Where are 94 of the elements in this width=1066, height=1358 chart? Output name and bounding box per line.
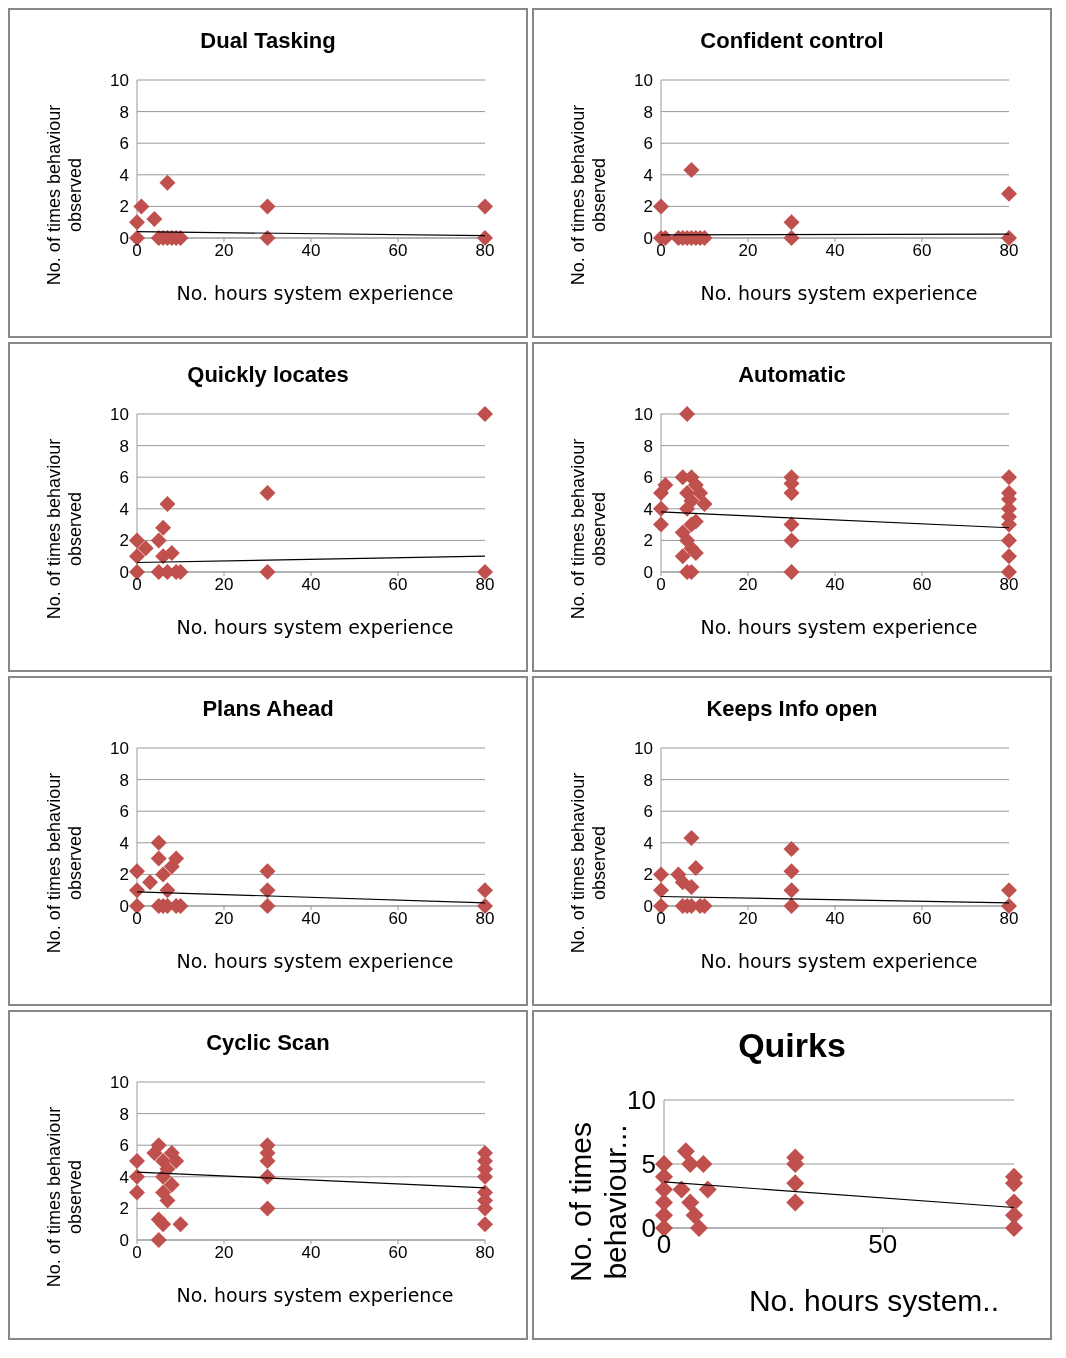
y-tick-label: 2 <box>643 865 653 885</box>
y-tick-label: 10 <box>110 739 129 759</box>
y-tick-label: 6 <box>119 134 129 154</box>
x-axis-title: No. hours system.. <box>747 1284 1001 1318</box>
y-tick-label: 4 <box>643 165 653 185</box>
x-tick-label: 80 <box>999 241 1019 261</box>
x-axis-title: No. hours system experience <box>175 282 455 304</box>
x-tick-label: 20 <box>738 575 758 595</box>
x-tick-label: 60 <box>388 575 408 595</box>
y-tick-label: 2 <box>119 197 129 217</box>
y-tick-label: 8 <box>119 436 129 456</box>
x-tick-label: 40 <box>825 575 845 595</box>
y-tick-label: 4 <box>119 165 129 185</box>
y-tick-label: 6 <box>119 1136 129 1156</box>
x-axis-title: No. hours system experience <box>175 1284 455 1306</box>
chart-title: Dual Tasking <box>199 28 337 55</box>
x-tick-label: 20 <box>738 909 758 929</box>
x-tick-label: 40 <box>301 241 321 261</box>
y-tick-label: 2 <box>119 1199 129 1219</box>
y-tick-label: 4 <box>119 833 129 853</box>
x-tick-label: 60 <box>912 575 932 595</box>
x-tick-label: 60 <box>388 1243 408 1263</box>
x-tick-label: 0 <box>132 575 142 595</box>
chart-title: Cyclic Scan <box>205 1030 331 1057</box>
y-axis-title: No. of times behaviour observed <box>568 103 610 288</box>
x-tick-label: 40 <box>301 1243 321 1263</box>
y-tick-label: 10 <box>110 71 129 91</box>
x-tick-label: 80 <box>475 1243 495 1263</box>
x-tick-label: 80 <box>475 575 495 595</box>
y-tick-label: 6 <box>119 802 129 822</box>
x-tick-label: 40 <box>825 909 845 929</box>
x-axis-title: No. hours system experience <box>699 282 979 304</box>
y-axis-title: No. of times behaviour observed <box>44 1105 86 1290</box>
y-tick-label: 10 <box>634 405 653 425</box>
chart-title: Plans Ahead <box>201 696 335 723</box>
x-tick-label: 40 <box>301 575 321 595</box>
y-axis-title: No. of times behaviour observed <box>44 437 86 622</box>
x-tick-label: 0 <box>132 909 142 929</box>
x-tick-label: 50 <box>868 1229 898 1260</box>
chart-title: Automatic <box>737 362 847 389</box>
chart-title: Quickly locates <box>186 362 350 389</box>
x-axis-title: No. hours system experience <box>175 950 455 972</box>
x-axis-title: No. hours system experience <box>699 950 979 972</box>
y-tick-label: 6 <box>643 134 653 154</box>
y-tick-label: 10 <box>634 739 653 759</box>
y-tick-label: 4 <box>643 833 653 853</box>
y-tick-label: 8 <box>119 1104 129 1124</box>
y-axis-title: No. of times behaviour observed <box>44 771 86 956</box>
y-tick-label: 8 <box>643 102 653 122</box>
chart-title: Confident control <box>699 28 885 55</box>
y-tick-label: 10 <box>110 1073 129 1093</box>
y-tick-label: 5 <box>641 1149 656 1180</box>
x-tick-label: 60 <box>912 241 932 261</box>
y-tick-label: 6 <box>643 802 653 822</box>
y-tick-label: 4 <box>643 499 653 519</box>
y-axis-title: No. of times behaviour... <box>564 1121 632 1283</box>
y-axis-title: No. of times behaviour observed <box>568 771 610 956</box>
y-tick-label: 2 <box>643 531 653 551</box>
x-tick-label: 80 <box>999 909 1019 929</box>
x-axis-title: No. hours system experience <box>699 616 979 638</box>
x-tick-label: 20 <box>214 241 234 261</box>
y-tick-label: 8 <box>119 770 129 790</box>
x-tick-label: 60 <box>912 909 932 929</box>
y-axis-title: No. of times behaviour observed <box>44 103 86 288</box>
x-tick-label: 60 <box>388 241 408 261</box>
y-axis-title: No. of times behaviour observed <box>568 437 610 622</box>
y-tick-label: 10 <box>110 405 129 425</box>
x-tick-label: 40 <box>301 909 321 929</box>
y-tick-label: 8 <box>643 770 653 790</box>
x-tick-label: 60 <box>388 909 408 929</box>
y-tick-label: 2 <box>119 531 129 551</box>
y-tick-label: 6 <box>119 468 129 488</box>
chart-title: Keeps Info open <box>705 696 879 723</box>
x-tick-label: 80 <box>475 241 495 261</box>
x-tick-label: 20 <box>214 575 234 595</box>
x-tick-label: 20 <box>738 241 758 261</box>
x-tick-label: 80 <box>999 575 1019 595</box>
y-tick-label: 2 <box>119 865 129 885</box>
y-tick-label: 8 <box>643 436 653 456</box>
x-tick-label: 40 <box>825 241 845 261</box>
y-tick-label: 4 <box>119 1167 129 1187</box>
x-tick-label: 20 <box>214 909 234 929</box>
x-tick-label: 0 <box>132 241 142 261</box>
y-tick-label: 10 <box>627 1085 656 1116</box>
y-tick-label: 10 <box>634 71 653 91</box>
x-tick-label: 0 <box>132 1243 142 1263</box>
x-tick-label: 20 <box>214 1243 234 1263</box>
chart-title: Quirks <box>737 1026 847 1066</box>
x-tick-label: 80 <box>475 909 495 929</box>
y-tick-label: 2 <box>643 197 653 217</box>
x-axis-title: No. hours system experience <box>175 616 455 638</box>
y-tick-label: 4 <box>119 499 129 519</box>
y-tick-label: 8 <box>119 102 129 122</box>
y-tick-label: 6 <box>643 468 653 488</box>
